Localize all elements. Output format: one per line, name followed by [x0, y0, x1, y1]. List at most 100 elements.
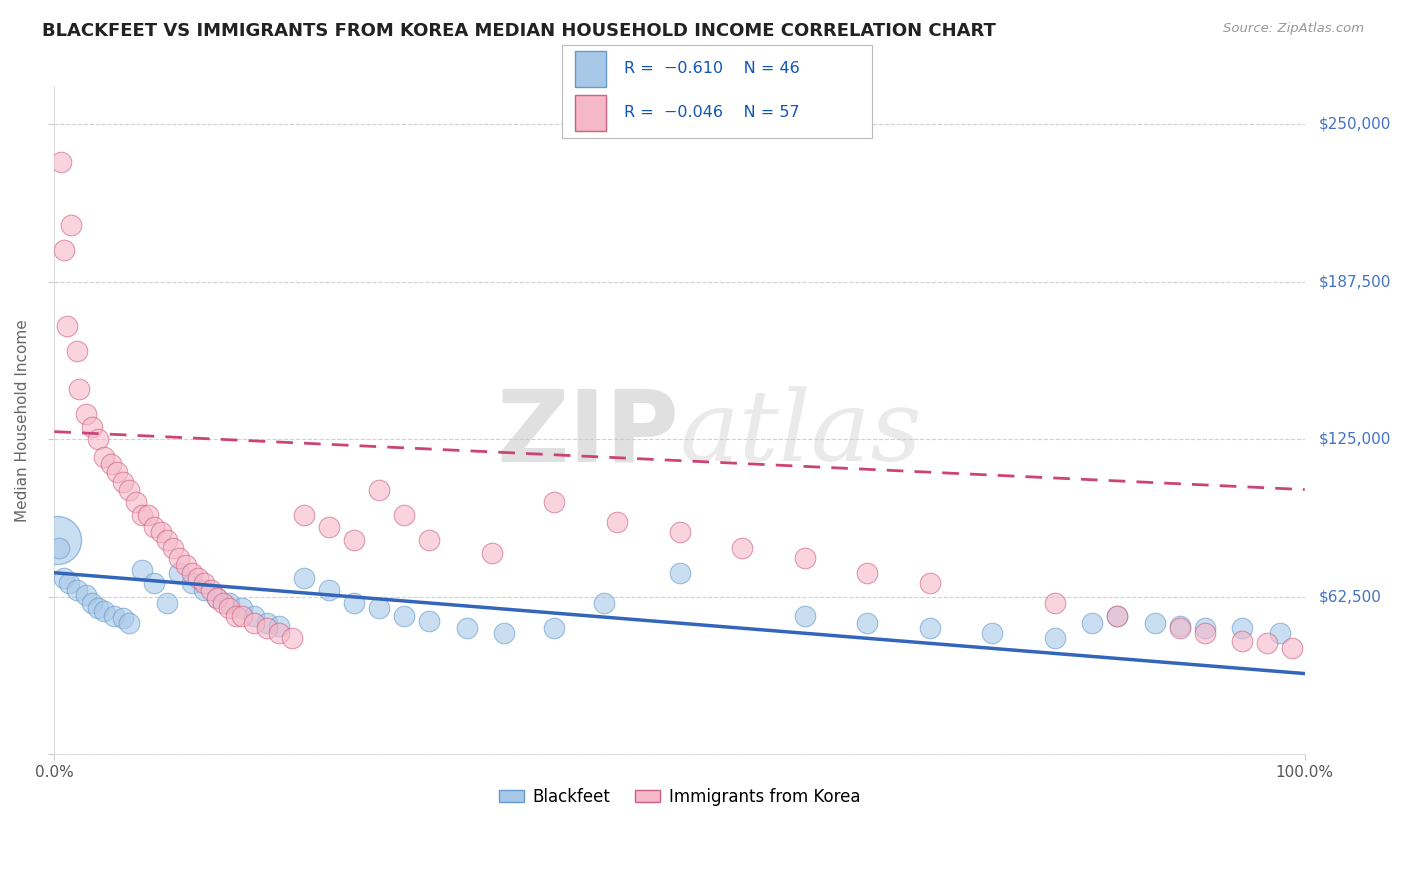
Point — [136, 508, 159, 522]
Text: $250,000: $250,000 — [1319, 117, 1391, 132]
Y-axis label: Median Household Income: Median Household Income — [15, 319, 30, 522]
Point — [58, 575, 80, 590]
Bar — [575, 51, 606, 87]
Point — [218, 596, 240, 610]
Point — [731, 541, 754, 555]
Point — [93, 603, 115, 617]
Point — [231, 608, 253, 623]
Point — [418, 533, 440, 547]
Point — [1168, 618, 1191, 632]
Text: R =  −0.610    N = 46: R = −0.610 N = 46 — [624, 62, 800, 77]
Point — [49, 155, 72, 169]
Point — [394, 608, 416, 623]
Point — [80, 419, 103, 434]
Point — [59, 218, 82, 232]
Point — [281, 632, 304, 646]
Point — [205, 591, 228, 605]
Point — [1194, 621, 1216, 635]
Point — [1281, 641, 1303, 656]
Point — [75, 407, 97, 421]
Point — [256, 616, 278, 631]
Point — [66, 343, 89, 358]
Point — [494, 626, 516, 640]
Point — [112, 475, 135, 489]
Point — [53, 571, 76, 585]
Point — [131, 563, 153, 577]
Point — [1194, 626, 1216, 640]
Point — [218, 601, 240, 615]
Point — [256, 621, 278, 635]
Point — [56, 318, 79, 333]
Point — [418, 614, 440, 628]
Point — [918, 621, 941, 635]
Point — [112, 611, 135, 625]
Point — [143, 575, 166, 590]
Point — [318, 520, 340, 534]
Point — [100, 458, 122, 472]
Point — [66, 583, 89, 598]
Point — [118, 483, 141, 497]
Point — [131, 508, 153, 522]
Point — [87, 601, 110, 615]
Point — [124, 495, 146, 509]
Point — [174, 558, 197, 573]
Point — [200, 583, 222, 598]
Point — [212, 596, 235, 610]
Point — [1143, 616, 1166, 631]
Point — [156, 533, 179, 547]
Text: $62,500: $62,500 — [1319, 590, 1382, 604]
Point — [187, 571, 209, 585]
Point — [1107, 608, 1129, 623]
Point — [981, 626, 1004, 640]
Point — [243, 608, 266, 623]
Point — [1168, 621, 1191, 635]
Point — [205, 591, 228, 605]
Point — [1081, 616, 1104, 631]
Point — [1107, 608, 1129, 623]
Text: R =  −0.046    N = 57: R = −0.046 N = 57 — [624, 105, 800, 120]
Point — [156, 596, 179, 610]
Point — [292, 571, 315, 585]
Point — [162, 541, 184, 555]
Point — [856, 616, 879, 631]
Point — [543, 495, 565, 509]
Point — [225, 608, 247, 623]
Text: Source: ZipAtlas.com: Source: ZipAtlas.com — [1223, 22, 1364, 36]
Point — [143, 520, 166, 534]
Point — [48, 541, 70, 555]
Point — [793, 608, 815, 623]
Text: BLACKFEET VS IMMIGRANTS FROM KOREA MEDIAN HOUSEHOLD INCOME CORRELATION CHART: BLACKFEET VS IMMIGRANTS FROM KOREA MEDIA… — [42, 22, 995, 40]
Point — [193, 583, 215, 598]
Point — [1232, 633, 1254, 648]
Point — [456, 621, 478, 635]
Point — [80, 596, 103, 610]
Point — [169, 566, 191, 580]
Text: ZIP: ZIP — [496, 385, 679, 483]
Point — [368, 601, 391, 615]
Text: $187,500: $187,500 — [1319, 274, 1391, 289]
Point — [118, 616, 141, 631]
Point — [1232, 621, 1254, 635]
Point — [75, 589, 97, 603]
Point — [169, 550, 191, 565]
Point — [343, 533, 366, 547]
Point — [292, 508, 315, 522]
Point — [53, 243, 76, 257]
Point — [368, 483, 391, 497]
Point — [1043, 632, 1066, 646]
Point — [1256, 636, 1278, 650]
Point — [856, 566, 879, 580]
Legend: Blackfeet, Immigrants from Korea: Blackfeet, Immigrants from Korea — [492, 781, 866, 813]
Point — [318, 583, 340, 598]
Point — [793, 550, 815, 565]
Point — [149, 525, 172, 540]
Point — [193, 575, 215, 590]
Point — [394, 508, 416, 522]
Point — [67, 382, 90, 396]
Point — [45, 533, 67, 547]
Bar — [575, 95, 606, 131]
Point — [606, 516, 628, 530]
Point — [593, 596, 616, 610]
Point — [180, 566, 202, 580]
Point — [1268, 626, 1291, 640]
